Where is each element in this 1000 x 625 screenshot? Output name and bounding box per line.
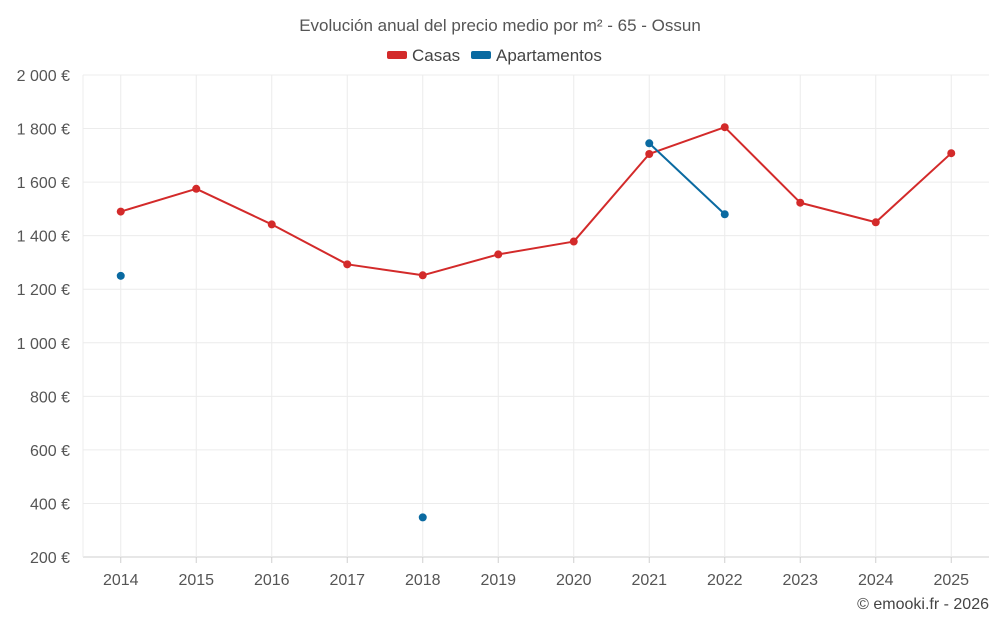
- data-point-casas[interactable]: [418, 271, 427, 280]
- y-tick-label: 1 000 €: [17, 336, 70, 353]
- legend-swatch-apartamentos: [471, 51, 491, 59]
- x-tick-label: 2017: [329, 572, 365, 589]
- x-tick-label: 2024: [858, 572, 894, 589]
- x-tick-label: 2025: [933, 572, 969, 589]
- gridlines: [82, 74, 989, 558]
- legend-swatch-casas: [387, 51, 407, 59]
- data-point-casas[interactable]: [645, 149, 654, 158]
- x-tick-label: 2016: [254, 572, 290, 589]
- x-tick-label: 2020: [556, 572, 592, 589]
- y-tick-label: 200 €: [30, 550, 70, 567]
- y-tick-label: 1 400 €: [17, 229, 70, 246]
- legend-item-casas[interactable]: Casas: [387, 46, 460, 65]
- data-point-casas[interactable]: [871, 218, 880, 227]
- x-tick-label: 2014: [103, 572, 139, 589]
- series-lines: [120, 126, 952, 277]
- legend-label-apartamentos: Apartamentos: [496, 46, 602, 65]
- data-point-apartamentos[interactable]: [116, 271, 125, 280]
- data-point-casas[interactable]: [569, 237, 578, 246]
- y-tick-label: 2 000 €: [17, 68, 70, 85]
- x-tick-label: 2018: [405, 572, 441, 589]
- y-tick-label: 1 200 €: [17, 282, 70, 299]
- data-point-apartamentos[interactable]: [645, 139, 654, 148]
- data-point-casas[interactable]: [796, 198, 805, 207]
- series-points: [116, 123, 956, 522]
- y-tick-label: 400 €: [30, 496, 70, 513]
- data-point-casas[interactable]: [343, 260, 352, 269]
- x-axis: 2014 2015 2016 2017 2018 2019 2020 2021 2022 2023…: [103, 557, 969, 589]
- data-point-casas[interactable]: [192, 184, 201, 193]
- y-tick-label: 600 €: [30, 443, 70, 460]
- data-point-casas[interactable]: [720, 123, 729, 132]
- y-tick-label: 800 €: [30, 389, 70, 406]
- y-tick-label: 1 600 €: [17, 175, 70, 192]
- data-point-casas[interactable]: [116, 207, 125, 216]
- series-line-casas: [120, 126, 952, 277]
- y-axis: 200 € 400 € 600 € 800 € 1 000 € 1 200 € 1 400 …: [17, 68, 70, 567]
- chart-title: Evolución anual del precio medio por m² …: [299, 16, 701, 35]
- data-point-apartamentos[interactable]: [720, 210, 729, 219]
- x-tick-label: 2023: [782, 572, 818, 589]
- data-point-casas[interactable]: [947, 149, 956, 158]
- y-tick-label: 1 800 €: [17, 122, 70, 139]
- legend-label-casas: Casas: [412, 46, 460, 65]
- data-point-apartamentos[interactable]: [418, 513, 427, 522]
- data-point-casas[interactable]: [267, 220, 276, 229]
- legend: Casas Apartamentos: [387, 46, 602, 65]
- x-tick-label: 2015: [178, 572, 214, 589]
- credit-text: © emooki.fr - 2026: [857, 596, 989, 613]
- x-tick-label: 2021: [631, 572, 667, 589]
- x-tick-label: 2019: [480, 572, 516, 589]
- data-point-casas[interactable]: [494, 250, 503, 259]
- x-tick-label: 2022: [707, 572, 743, 589]
- legend-item-apartamentos[interactable]: Apartamentos: [471, 46, 602, 65]
- series-line-apartamentos: [648, 142, 726, 215]
